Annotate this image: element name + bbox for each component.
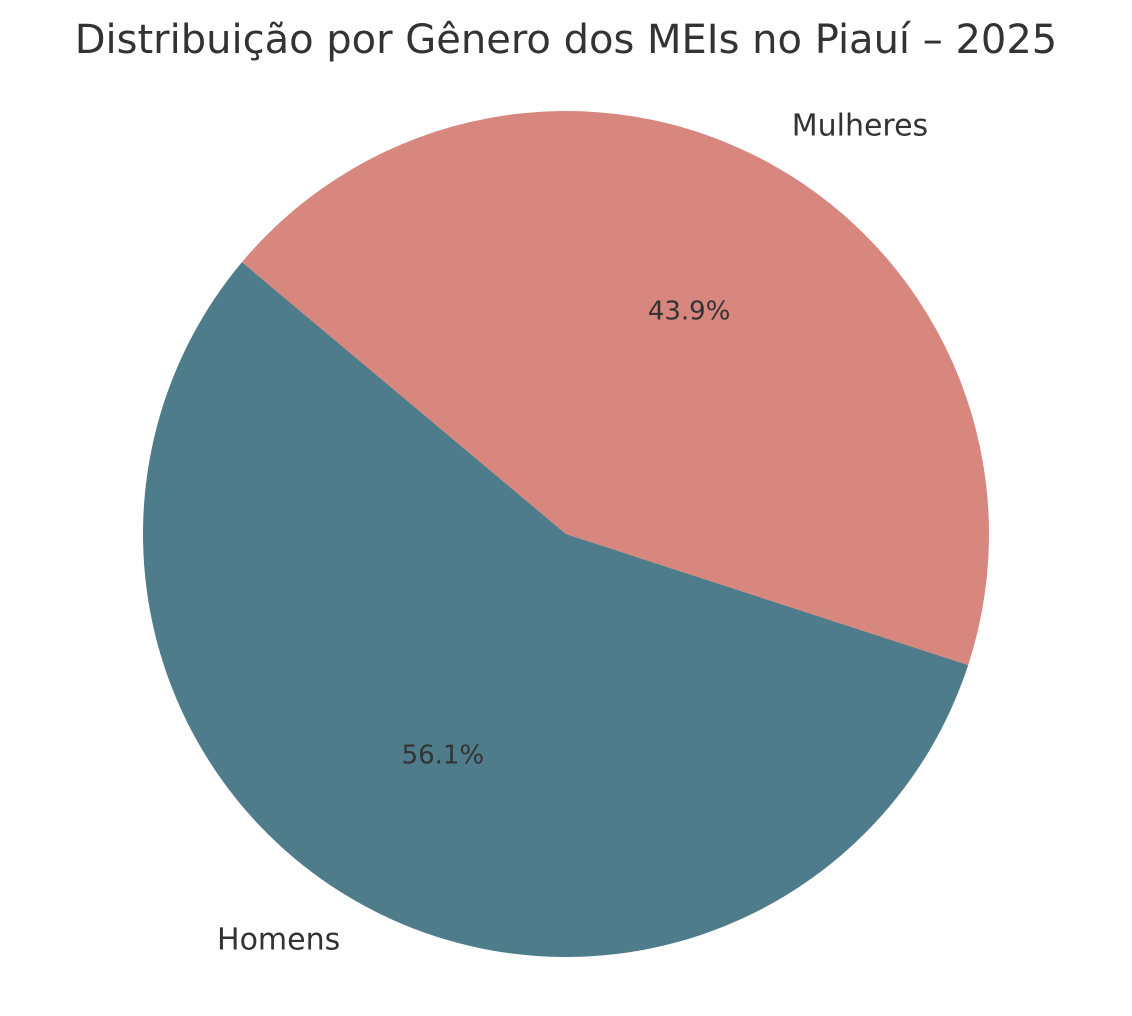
pie-slice (143, 262, 969, 957)
category-label: Homens (217, 922, 340, 957)
chart-title: Distribuição por Gênero dos MEIs no Piau… (75, 17, 1058, 63)
value-label: 43.9% (648, 297, 731, 327)
pie-slice (241, 110, 989, 665)
category-label: Mulheres (792, 109, 928, 144)
pie (143, 110, 989, 957)
value-label: 56.1% (402, 740, 485, 770)
